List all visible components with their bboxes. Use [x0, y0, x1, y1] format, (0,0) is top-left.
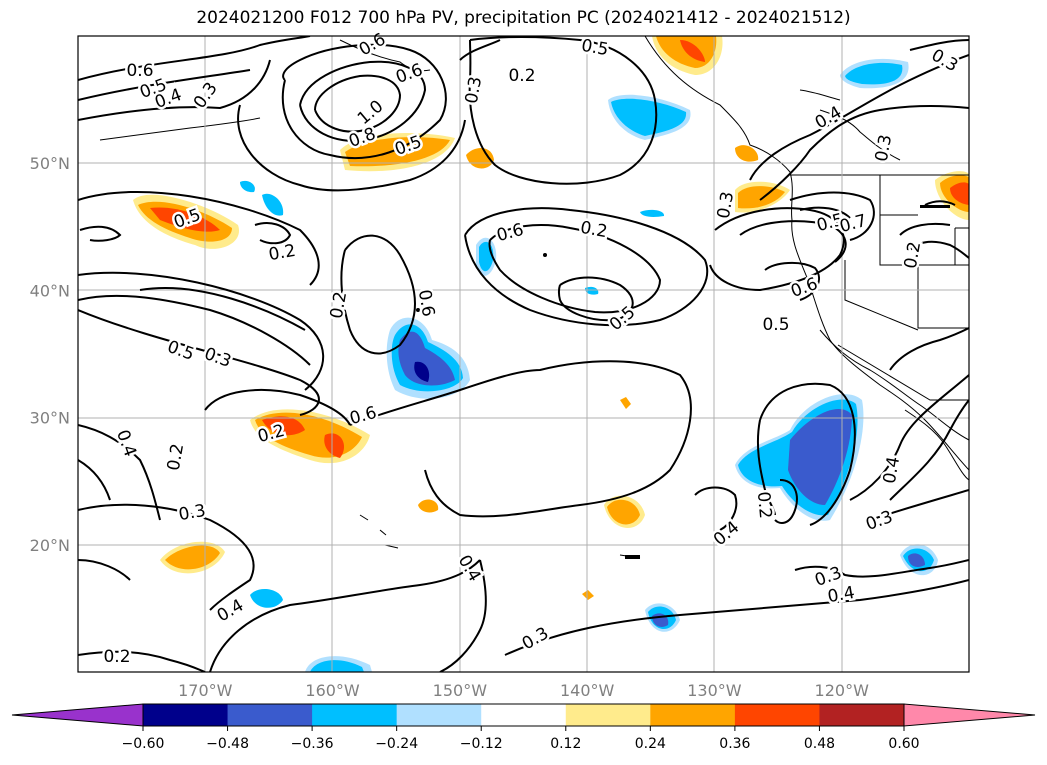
colorbar-tick-label: −0.12 [460, 736, 503, 752]
map-title: 2024021200 F012 700 hPa PV, precipitatio… [196, 8, 851, 28]
longitude-label: 140°W [560, 681, 615, 700]
colorbar-segment [227, 704, 313, 726]
colorbar: −0.60 −0.48 −0.36 −0.24 −0.12 0.12 0.24 0.36 0.4… [11, 703, 1036, 752]
colorbar-extend-low [11, 703, 144, 727]
pv-small-features [416, 205, 950, 559]
colorbar-tick-label: −0.48 [206, 736, 249, 752]
graticule [78, 36, 969, 672]
latitude-labels: 50°N 40°N 30°N 20°N [30, 154, 70, 555]
pv-contour-label: 0.5 [762, 315, 789, 335]
pv-contour-label: 0.6 [126, 61, 153, 81]
pv-contour-label: 0.2 [103, 647, 130, 667]
colorbar-segment [396, 704, 482, 726]
longitude-label: 170°W [178, 681, 233, 700]
latitude-label: 20°N [30, 536, 70, 555]
pv-contours [78, 36, 969, 672]
colorbar-frame [142, 703, 905, 727]
colorbar-tick-label: −0.36 [291, 736, 334, 752]
colorbar-tick-label: 0.12 [550, 736, 581, 752]
longitude-labels: 170°W 160°W 150°W 140°W 130°W 120°W [178, 681, 869, 700]
latitude-label: 50°N [30, 154, 70, 173]
colorbar-tick-label: 0.36 [719, 736, 750, 752]
colorbar-extend-high [903, 703, 1036, 727]
colorbar-tick-label: 0.24 [635, 736, 666, 752]
pv-contour-label: 0.2 [753, 491, 775, 520]
longitude-label: 160°W [305, 681, 360, 700]
latitude-label: 30°N [30, 409, 70, 428]
pv-contour-label: 0.3 [462, 75, 486, 105]
map-frame [77, 35, 970, 673]
pv-contour-label: 0.3 [714, 190, 738, 220]
colorbar-segment [734, 704, 820, 726]
colorbar-segment [312, 704, 398, 726]
colorbar-segment [481, 704, 567, 726]
colorbar-tick-label: 0.60 [888, 736, 919, 752]
latitude-label: 40°N [30, 281, 70, 300]
colorbar-segment [650, 704, 736, 726]
colorbar-segment [565, 704, 651, 726]
longitude-label: 150°W [433, 681, 488, 700]
pv-contour-label: 0.2 [508, 66, 535, 86]
colorbar-segment [143, 704, 229, 726]
longitude-label: 120°W [815, 681, 870, 700]
colorbar-tick-label: 0.48 [804, 736, 835, 752]
coastlines [99, 36, 969, 559]
colorbar-segment [819, 704, 905, 726]
colorbar-tick-label: −0.24 [375, 736, 418, 752]
colorbar-tick-label: −0.60 [122, 736, 165, 752]
longitude-label: 130°W [687, 681, 742, 700]
